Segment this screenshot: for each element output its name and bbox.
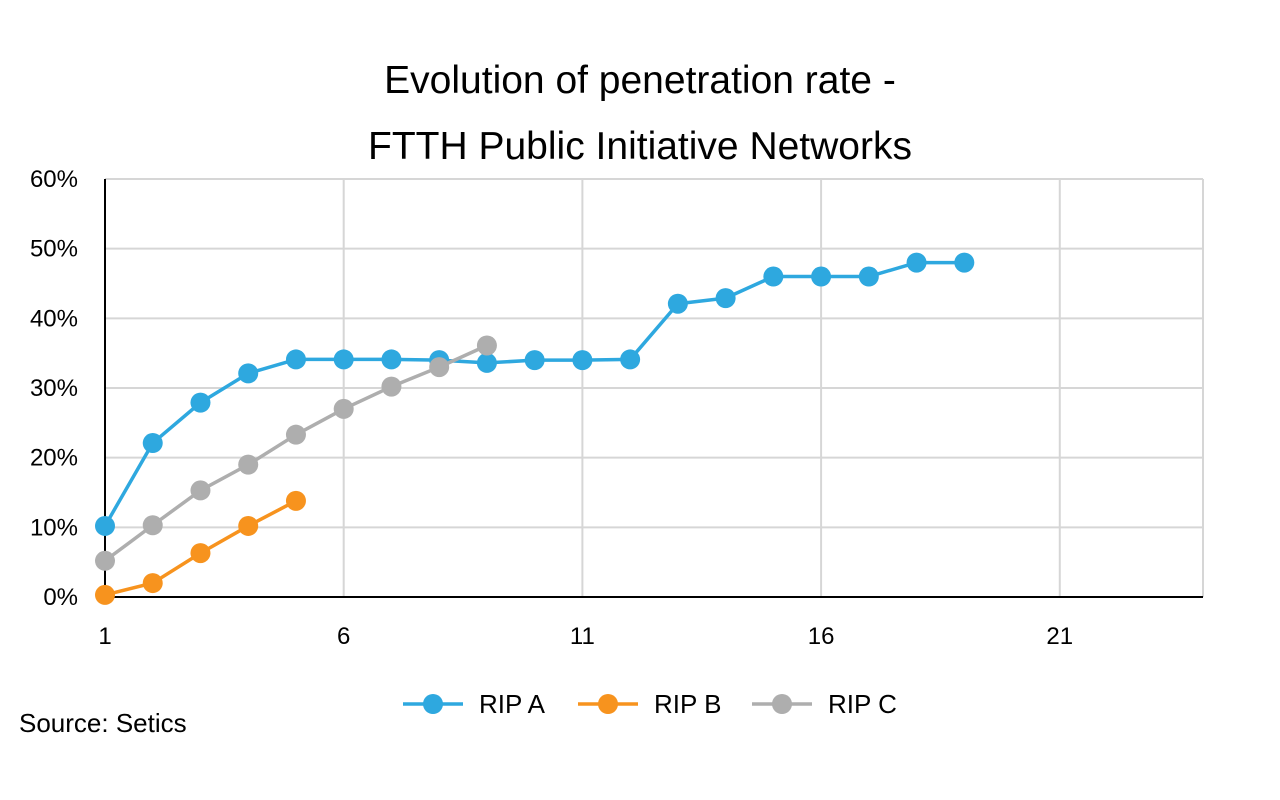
y-tick-label: 30% xyxy=(30,375,78,402)
y-tick-label: 50% xyxy=(30,236,78,263)
y-tick-label: 20% xyxy=(30,445,78,472)
x-tick-label: 6 xyxy=(337,623,350,650)
data-point xyxy=(285,349,306,370)
legend-marker xyxy=(423,694,443,714)
data-point xyxy=(190,392,211,413)
series-line xyxy=(103,260,965,527)
legend-label: RIP B xyxy=(654,689,721,719)
series-rip-b xyxy=(95,490,306,605)
data-point xyxy=(238,454,259,475)
data-point xyxy=(381,349,402,370)
data-point xyxy=(333,349,354,370)
y-tick-label: 60% xyxy=(30,166,78,193)
x-tick-label: 21 xyxy=(1046,623,1073,650)
tick-labels: 0%10%20%30%40%50%60%1 6 11 16 21 xyxy=(30,166,1073,650)
x-tick-label: 16 xyxy=(808,623,835,650)
data-point xyxy=(524,350,545,371)
y-tick-label: 40% xyxy=(30,305,78,332)
x-tick-label: 1 xyxy=(98,623,111,650)
data-point xyxy=(954,252,975,273)
data-point xyxy=(763,266,784,287)
chart-title: Evolution of penetration rate - FTTH Pub… xyxy=(0,48,1280,180)
data-point xyxy=(190,543,211,564)
data-point xyxy=(476,335,497,356)
y-tick-label: 0% xyxy=(43,584,78,611)
series-rip-c xyxy=(95,335,497,571)
legend-label: RIP A xyxy=(479,689,546,719)
legend: RIP A RIP B RIP C xyxy=(403,689,897,719)
series-rip-a xyxy=(95,252,975,536)
x-tick-label: 11 xyxy=(570,623,595,650)
data-point xyxy=(142,573,163,594)
data-point xyxy=(381,376,402,397)
data-point xyxy=(811,266,832,287)
data-point xyxy=(858,266,879,287)
grid-lines xyxy=(105,178,1204,597)
source-note: Source: Setics xyxy=(19,708,187,738)
chart-title-line-2: FTTH Public Initiative Networks xyxy=(368,125,912,168)
legend-entry: RIP C xyxy=(752,689,897,719)
data-point xyxy=(572,350,593,371)
data-point xyxy=(95,550,115,571)
legend-label: RIP C xyxy=(828,689,897,719)
data-point xyxy=(667,293,688,314)
data-point xyxy=(142,433,163,454)
data-point xyxy=(429,357,450,378)
data-point xyxy=(906,252,927,273)
legend-entry: RIP B xyxy=(578,689,721,719)
data-point xyxy=(285,424,306,445)
data-point xyxy=(238,515,259,536)
data-point xyxy=(285,490,306,511)
series-line xyxy=(103,343,488,563)
legend-marker xyxy=(772,694,792,714)
legend-entry: RIP A xyxy=(403,689,546,719)
data-point xyxy=(95,515,115,536)
data-point xyxy=(715,288,736,309)
data-point xyxy=(190,480,211,501)
data-point xyxy=(476,352,497,373)
legend-marker xyxy=(598,694,618,714)
y-tick-label: 10% xyxy=(30,514,78,541)
data-point xyxy=(95,584,115,605)
data-point xyxy=(142,515,163,536)
chart-title-line-1: Evolution of penetration rate - xyxy=(384,59,896,102)
data-point xyxy=(620,349,641,370)
data-point xyxy=(238,363,259,384)
series-layer xyxy=(95,252,975,605)
data-point xyxy=(333,398,354,419)
